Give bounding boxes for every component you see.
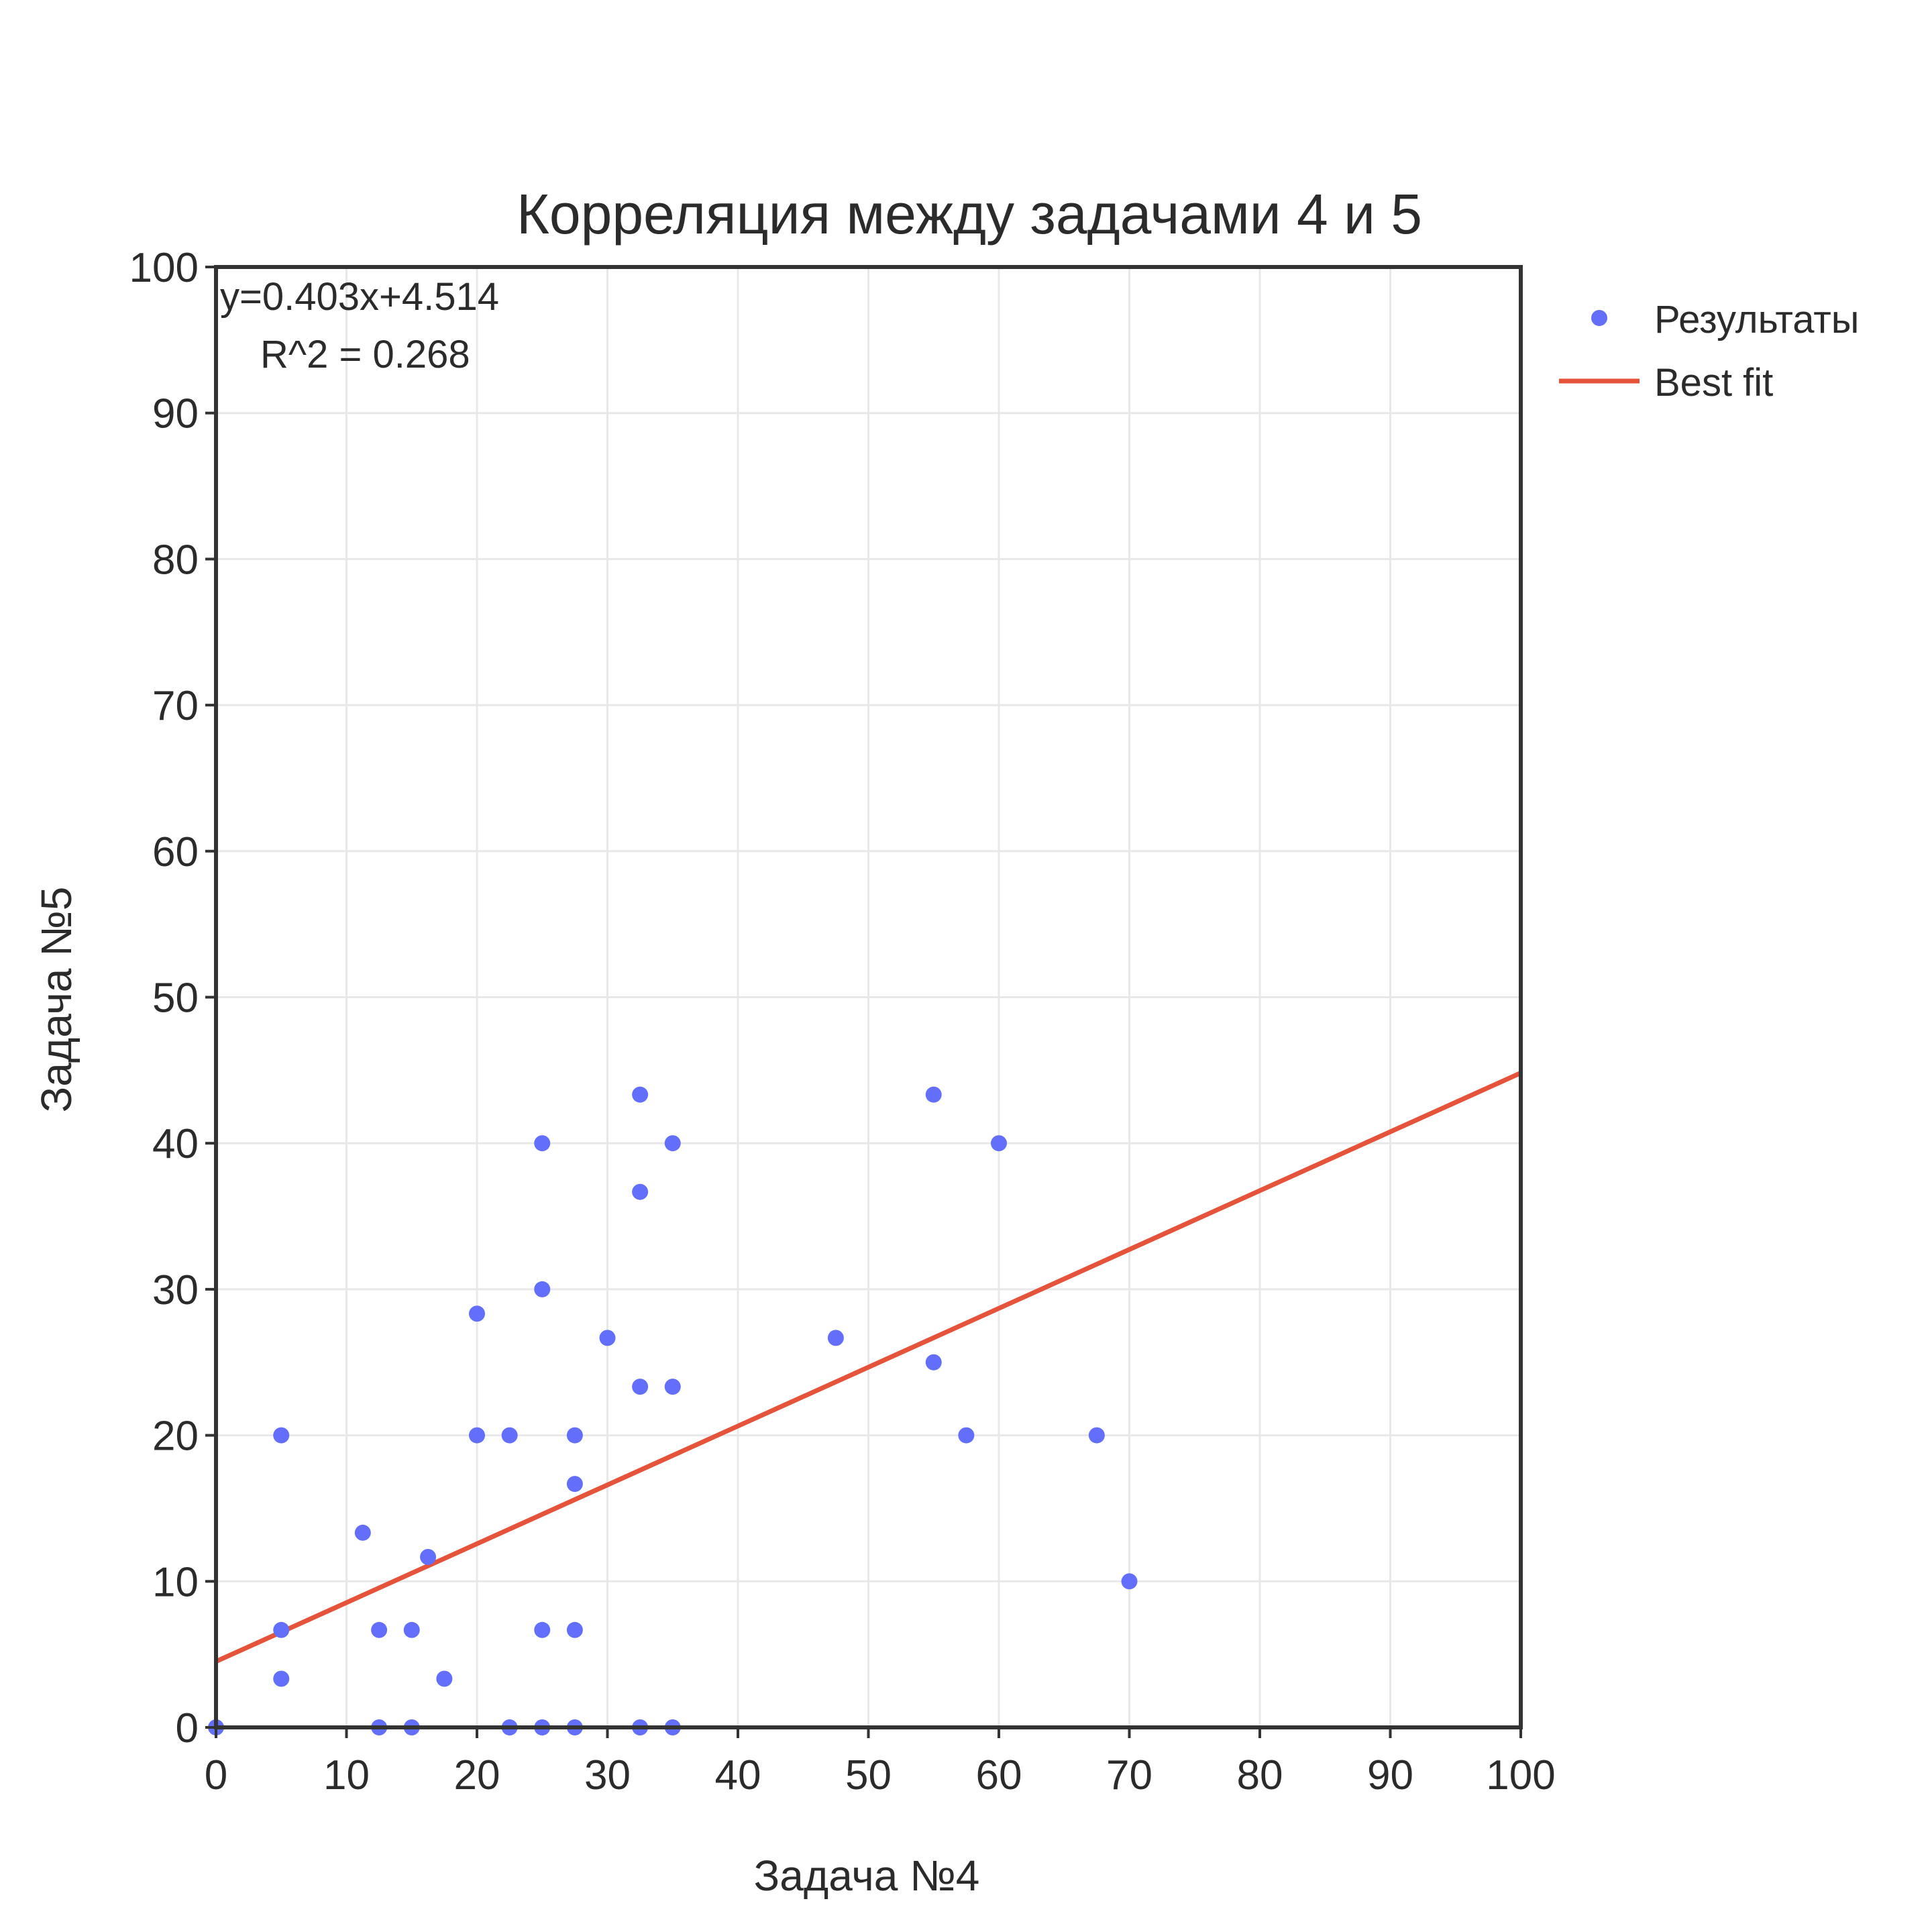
x-tick-label: 70 (1106, 1752, 1152, 1799)
data-point (436, 1670, 453, 1687)
data-point (566, 1476, 583, 1493)
data-point (534, 1621, 551, 1638)
data-point (566, 1427, 583, 1444)
data-point (420, 1548, 437, 1565)
data-point (991, 1135, 1007, 1152)
data-point (469, 1427, 485, 1444)
data-point (925, 1086, 942, 1103)
x-tick-label: 90 (1367, 1752, 1413, 1799)
legend-label-results: Результаты (1654, 298, 1859, 341)
data-point (632, 1379, 649, 1395)
data-point (827, 1330, 844, 1346)
axis-ticks: 0 10 20 30 40 50 60 70 80 90 100 0 10 20 30 40 50 60 70 80 9… (129, 245, 1556, 1799)
legend: Результаты Best fit (1559, 298, 1859, 405)
data-point (664, 1379, 681, 1395)
data-point (534, 1135, 551, 1152)
y-tick-label: 40 (152, 1121, 199, 1167)
data-point (371, 1621, 388, 1638)
x-tick-label: 30 (584, 1752, 631, 1799)
grid (215, 266, 1522, 1729)
data-points (208, 1086, 1138, 1735)
x-tick-label: 20 (454, 1752, 500, 1799)
x-tick-label: 80 (1237, 1752, 1283, 1799)
y-tick-label: 0 (176, 1705, 199, 1752)
data-point (632, 1086, 649, 1103)
best-fit-layer (215, 1071, 1522, 1664)
data-point (599, 1330, 616, 1346)
y-tick-label: 80 (152, 537, 199, 583)
y-tick-label: 10 (152, 1559, 199, 1605)
data-point (1088, 1427, 1105, 1444)
data-point (632, 1183, 649, 1200)
data-point (664, 1135, 681, 1152)
data-point (1121, 1573, 1138, 1590)
data-point (958, 1427, 975, 1444)
data-point (403, 1621, 420, 1638)
chart-title: Корреляция между задачами 4 и 5 (517, 182, 1422, 246)
data-point (534, 1281, 551, 1297)
y-tick-label: 60 (152, 829, 199, 875)
r-squared-annotation: R^2 = 0.268 (260, 333, 470, 376)
x-tick-label: 100 (1486, 1752, 1555, 1799)
y-tick-label: 30 (152, 1267, 199, 1313)
y-tick-label: 20 (152, 1413, 199, 1460)
x-axis-label: Задача №4 (754, 1851, 980, 1900)
x-tick-label: 40 (715, 1752, 761, 1799)
data-point (566, 1621, 583, 1638)
best-fit-line (215, 1071, 1522, 1664)
y-axis-label: Задача №5 (32, 887, 80, 1113)
data-point (273, 1670, 290, 1687)
x-tick-label: 60 (976, 1752, 1022, 1799)
x-tick-label: 10 (323, 1752, 370, 1799)
data-point (354, 1524, 371, 1541)
y-tick-label: 50 (152, 975, 199, 1022)
data-point (469, 1305, 485, 1322)
legend-marker-results (1591, 310, 1607, 326)
equation-annotation: y=0.403x+4.514 (220, 275, 499, 319)
data-point (925, 1354, 942, 1371)
data-point (501, 1427, 518, 1444)
x-tick-label: 50 (845, 1752, 892, 1799)
x-tick-label: 0 (205, 1752, 227, 1799)
data-point (273, 1621, 290, 1638)
y-tick-label: 90 (152, 391, 199, 437)
y-tick-label: 70 (152, 683, 199, 729)
y-tick-label: 100 (129, 245, 199, 291)
legend-label-best-fit: Best fit (1654, 361, 1773, 405)
data-point (273, 1427, 290, 1444)
